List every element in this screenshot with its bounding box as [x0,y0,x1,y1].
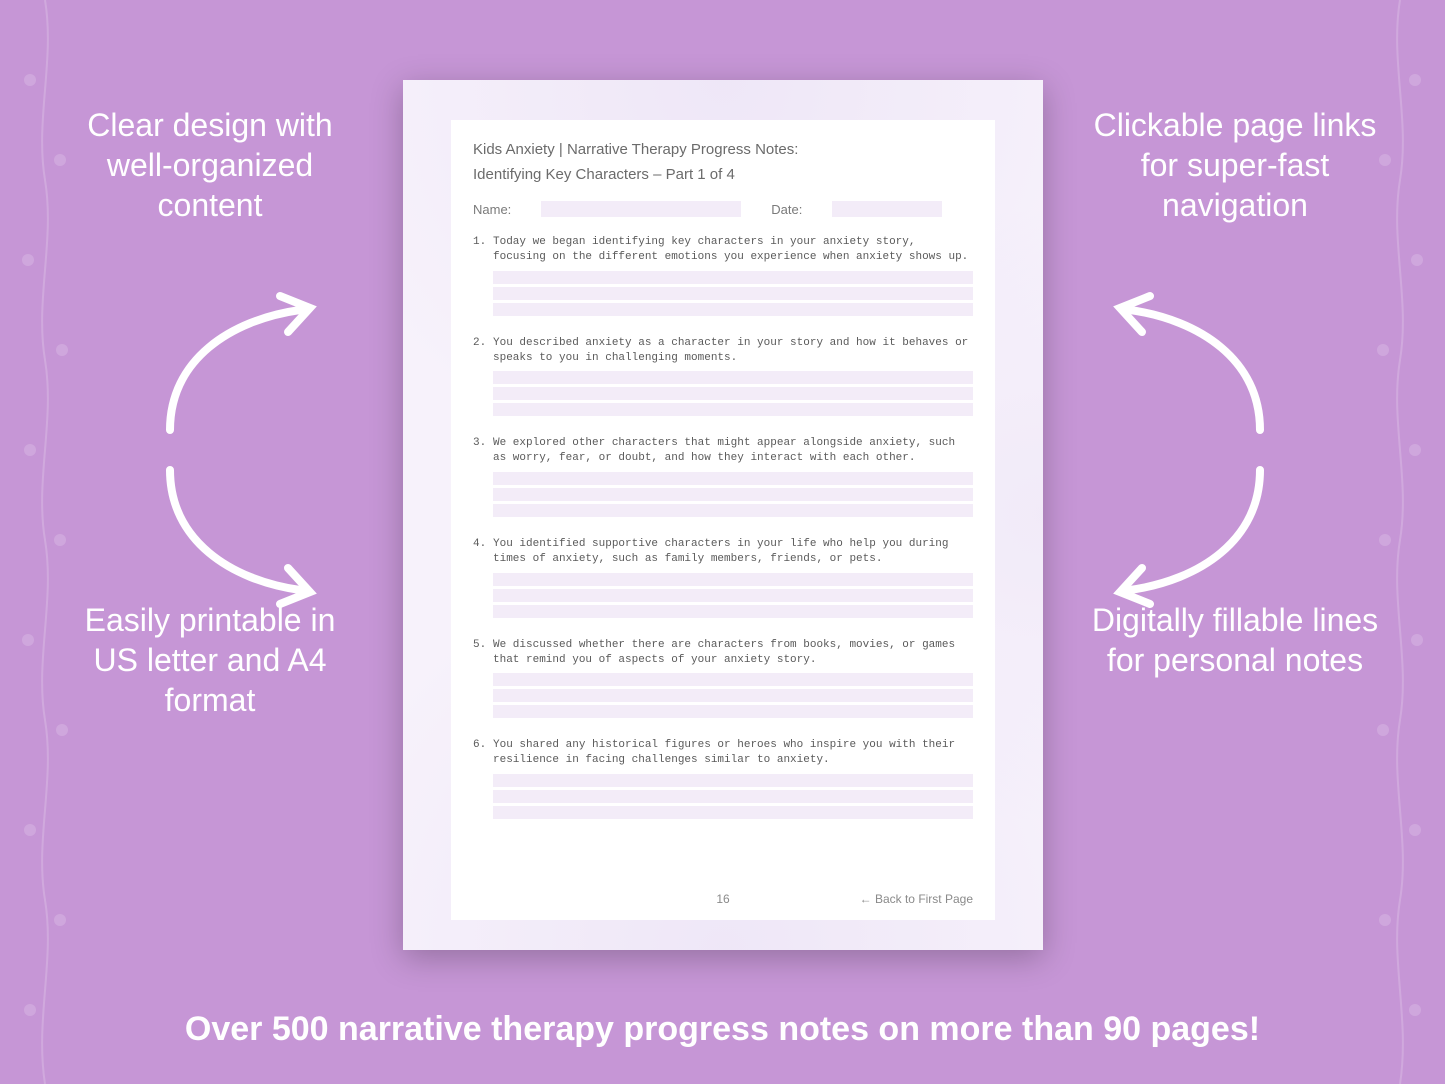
arrow-top-right [1100,290,1300,460]
note-line[interactable] [493,371,973,384]
note-lines[interactable] [493,673,973,718]
document-content: Kids Anxiety | Narrative Therapy Progres… [451,120,995,920]
page-footer: 16 ← Back to First Page [473,892,973,906]
prompt-number: 1. [473,235,487,250]
note-line[interactable] [493,705,973,718]
prompt-list: 1. Today we began identifying key charact… [473,235,973,819]
prompt-head: 2. You described anxiety as a character i… [473,336,973,366]
prompt-number: 4. [473,537,487,552]
prompt-item: 5. We discussed whether there are charact… [473,638,973,719]
note-line[interactable] [493,774,973,787]
note-lines[interactable] [493,573,973,618]
prompt-head: 1. Today we began identifying key charact… [473,235,973,265]
callout-bottom-left: Easily printable in US letter and A4 for… [60,600,360,720]
prompt-item: 3. We explored other characters that migh… [473,436,973,517]
date-label: Date: [771,202,802,217]
prompt-head: 6. You shared any historical figures or h… [473,738,973,768]
note-line[interactable] [493,504,973,517]
note-lines[interactable] [493,774,973,819]
prompt-item: 1. Today we began identifying key charact… [473,235,973,316]
note-line[interactable] [493,573,973,586]
note-line[interactable] [493,271,973,284]
arrow-bottom-right [1100,450,1300,610]
prompt-number: 2. [473,336,487,351]
note-lines[interactable] [493,371,973,416]
prompt-number: 5. [473,638,487,653]
note-lines[interactable] [493,472,973,517]
arrow-top-left [130,290,330,460]
prompt-number: 6. [473,738,487,753]
document-title-line2: Identifying Key Characters – Part 1 of 4 [473,166,973,183]
back-to-first-page-link[interactable]: ← Back to First Page [860,892,973,906]
note-line[interactable] [493,605,973,618]
note-line[interactable] [493,303,973,316]
note-line[interactable] [493,387,973,400]
prompt-text: Today we began identifying key character… [493,235,973,265]
prompt-text: You identified supportive characters in … [493,537,973,567]
prompt-text: You shared any historical figures or her… [493,738,973,768]
name-label: Name: [473,202,511,217]
prompt-head: 5. We discussed whether there are charact… [473,638,973,668]
prompt-item: 4. You identified supportive characters i… [473,537,973,618]
date-input[interactable] [832,201,942,217]
prompt-head: 4. You identified supportive characters i… [473,537,973,567]
prompt-text: We discussed whether there are character… [493,638,973,668]
note-line[interactable] [493,472,973,485]
prompt-head: 3. We explored other characters that migh… [473,436,973,466]
note-line[interactable] [493,403,973,416]
prompt-item: 6. You shared any historical figures or h… [473,738,973,819]
name-input[interactable] [541,201,741,217]
note-line[interactable] [493,287,973,300]
callout-bottom-right: Digitally fillable lines for personal no… [1085,600,1385,680]
note-line[interactable] [493,673,973,686]
note-line[interactable] [493,488,973,501]
bottom-banner: Over 500 narrative therapy progress note… [0,1010,1445,1049]
name-date-row: Name: Date: [473,201,973,217]
note-line[interactable] [493,806,973,819]
note-line[interactable] [493,790,973,803]
document-title-line1: Kids Anxiety | Narrative Therapy Progres… [473,138,973,162]
note-lines[interactable] [493,271,973,316]
prompt-item: 2. You described anxiety as a character i… [473,336,973,417]
prompt-text: You described anxiety as a character in … [493,336,973,366]
prompt-number: 3. [473,436,487,451]
prompt-text: We explored other characters that might … [493,436,973,466]
document-page: Kids Anxiety | Narrative Therapy Progres… [403,80,1043,950]
note-line[interactable] [493,589,973,602]
callout-top-right: Clickable page links for super-fast navi… [1085,105,1385,225]
note-line[interactable] [493,689,973,702]
callout-top-left: Clear design with well-organized content [60,105,360,225]
arrow-bottom-left [130,450,330,610]
